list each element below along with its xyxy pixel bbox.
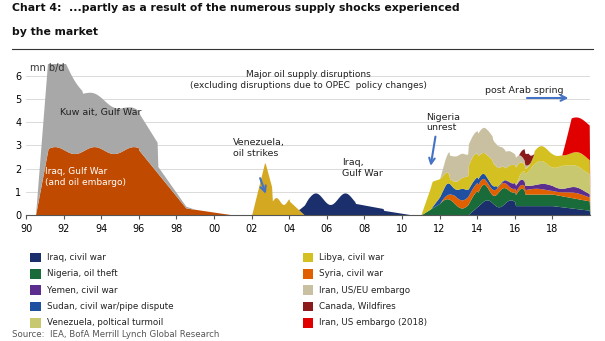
Text: Yemen, civil war: Yemen, civil war xyxy=(47,286,118,295)
Text: Iraq,
Gulf War: Iraq, Gulf War xyxy=(342,158,383,178)
Text: Source:  IEA, BofA Merrill Lynch Global Research: Source: IEA, BofA Merrill Lynch Global R… xyxy=(12,330,220,339)
Text: Major oil supply disruptions
(excluding disruptions due to OPEC  policy changes): Major oil supply disruptions (excluding … xyxy=(189,70,427,90)
Text: by the market: by the market xyxy=(12,27,98,37)
Text: Iran, US/EU embargo: Iran, US/EU embargo xyxy=(319,286,411,295)
Text: Iraq, civil war: Iraq, civil war xyxy=(47,253,106,262)
Text: Nigeria
unrest: Nigeria unrest xyxy=(427,113,460,132)
Text: Syria, civil war: Syria, civil war xyxy=(319,269,384,278)
Text: Chart 4:  ...partly as a result of the numerous supply shocks experienced: Chart 4: ...partly as a result of the nu… xyxy=(12,3,460,13)
Text: mn b/d: mn b/d xyxy=(30,62,64,73)
Text: post Arab spring: post Arab spring xyxy=(485,86,563,95)
Text: Venezuela,
oil strikes: Venezuela, oil strikes xyxy=(233,138,285,158)
Text: Venezuela, poltical turmoil: Venezuela, poltical turmoil xyxy=(47,318,163,327)
Text: Libya, civil war: Libya, civil war xyxy=(319,253,385,262)
Text: Canada, Wildfires: Canada, Wildfires xyxy=(319,302,396,311)
Text: Iran, US embargo (2018): Iran, US embargo (2018) xyxy=(319,318,428,327)
Text: Nigeria, oil theft: Nigeria, oil theft xyxy=(47,269,118,278)
Text: Kuw ait, Gulf War: Kuw ait, Gulf War xyxy=(60,108,142,117)
Text: Sudan, civil war/pipe dispute: Sudan, civil war/pipe dispute xyxy=(47,302,174,311)
Text: Iraq, Gulf War
(and oil embargo): Iraq, Gulf War (and oil embargo) xyxy=(45,167,126,187)
